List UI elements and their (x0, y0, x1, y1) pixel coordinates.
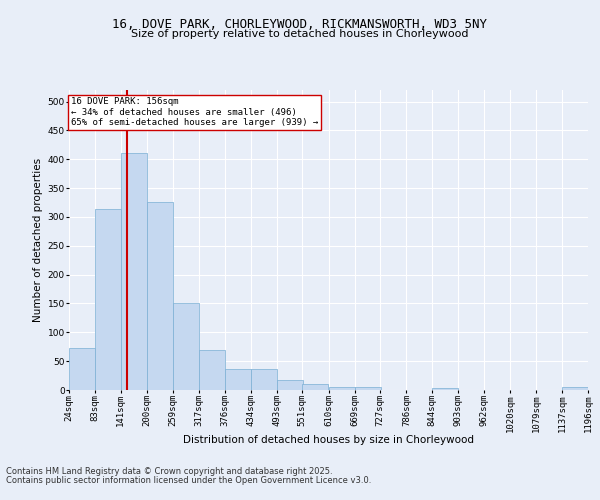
Text: Contains public sector information licensed under the Open Government Licence v3: Contains public sector information licen… (6, 476, 371, 485)
Bar (173, 304, 199, 390)
Bar (199, 350, 225, 390)
Bar (329, 386, 355, 390)
Bar (277, 380, 303, 390)
Bar (432, 388, 458, 390)
Bar (302, 384, 328, 390)
Bar (562, 387, 588, 390)
Bar (225, 368, 251, 390)
Text: 16, DOVE PARK, CHORLEYWOOD, RICKMANSWORTH, WD3 5NY: 16, DOVE PARK, CHORLEYWOOD, RICKMANSWORT… (113, 18, 487, 30)
Bar (251, 369, 277, 390)
X-axis label: Distribution of detached houses by size in Chorleywood: Distribution of detached houses by size … (183, 434, 474, 444)
Text: Size of property relative to detached houses in Chorleywood: Size of property relative to detached ho… (131, 29, 469, 39)
Bar (121, 154, 147, 390)
Text: Contains HM Land Registry data © Crown copyright and database right 2025.: Contains HM Land Registry data © Crown c… (6, 467, 332, 476)
Bar (95, 210, 121, 390)
Bar (69, 348, 95, 390)
Text: 16 DOVE PARK: 156sqm
← 34% of detached houses are smaller (496)
65% of semi-deta: 16 DOVE PARK: 156sqm ← 34% of detached h… (71, 98, 318, 128)
Y-axis label: Number of detached properties: Number of detached properties (34, 158, 43, 322)
Bar (355, 386, 380, 390)
Bar (147, 202, 173, 390)
